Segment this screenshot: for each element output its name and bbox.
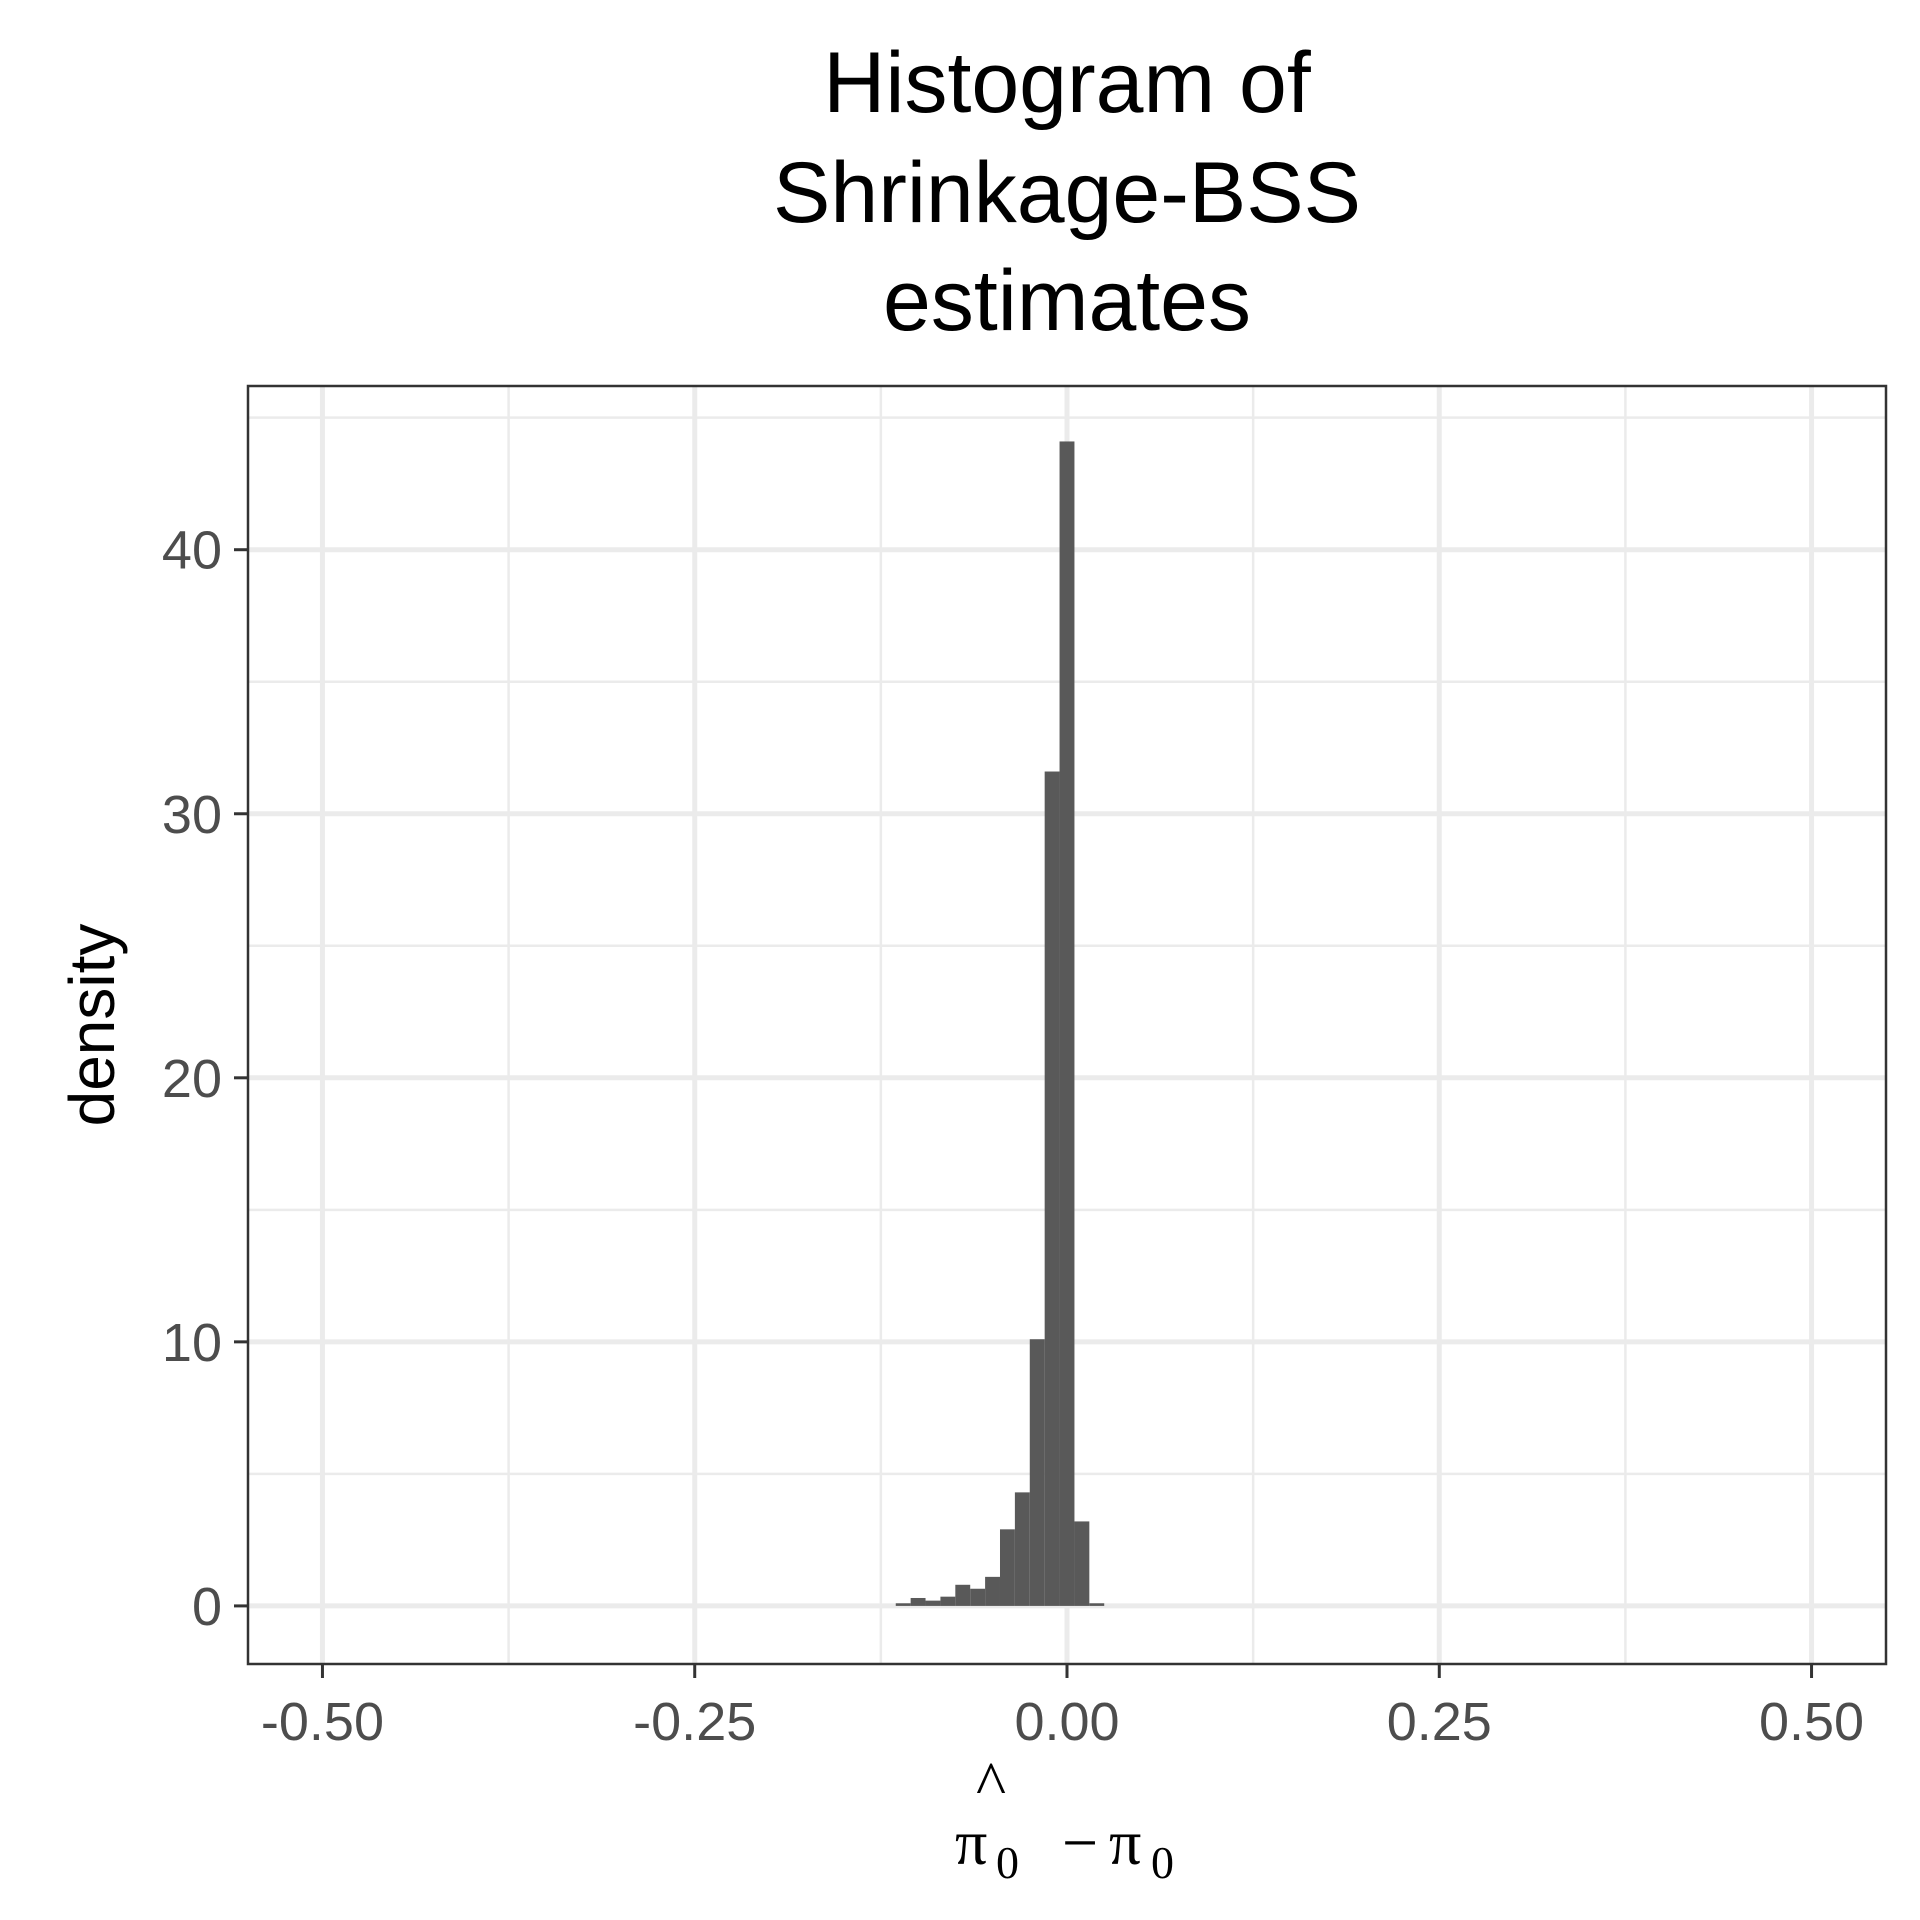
x-label-symbol: π [955, 1807, 987, 1878]
histogram-bar [940, 1596, 956, 1606]
x-tick-label: 0.50 [1759, 1692, 1864, 1752]
x-label-symbol: π [1109, 1807, 1141, 1878]
x-label-subscript: 0 [996, 1837, 1019, 1888]
histogram-bar [895, 1603, 911, 1606]
histogram-bar [970, 1588, 986, 1606]
x-tick-label: -0.50 [261, 1692, 384, 1752]
y-tick-label: 0 [192, 1577, 222, 1637]
x-axis: -0.50 -0.25 0.00 0.25 0.50 [261, 1664, 1864, 1752]
chart-title-line: Shrinkage-BSS [773, 145, 1361, 241]
chart-title: Histogram of Shrinkage-BSS estimates [773, 35, 1361, 349]
x-tick-label: 0.25 [1387, 1692, 1492, 1752]
x-label-hat: ^ [976, 1748, 1006, 1819]
histogram-bar [1059, 441, 1075, 1606]
histogram-bar [1089, 1603, 1105, 1606]
histogram-bar [999, 1529, 1015, 1606]
histogram-bar [1044, 771, 1060, 1606]
histogram-bar [1029, 1339, 1045, 1606]
histogram-bar [925, 1600, 941, 1606]
x-tick-label: 0.00 [1014, 1692, 1119, 1752]
y-tick-label: 40 [162, 521, 222, 581]
chart-title-line: Histogram of [823, 35, 1312, 131]
y-tick-label: 10 [162, 1313, 222, 1373]
histogram-bar [1074, 1521, 1090, 1606]
histogram-bar [910, 1597, 926, 1606]
histogram-bar [1014, 1492, 1030, 1606]
y-tick-label: 20 [162, 1049, 222, 1109]
histogram-bar [985, 1576, 1000, 1606]
histogram-bars [895, 441, 1105, 1606]
x-label-operator: − [1062, 1807, 1098, 1878]
x-label-subscript: 0 [1151, 1837, 1174, 1888]
chart-title-line: estimates [883, 253, 1251, 349]
x-axis-label: ^π 0− π 0 [955, 1748, 1174, 1888]
histogram-bar [955, 1584, 971, 1606]
y-tick-label: 30 [162, 785, 222, 845]
y-axis-label: density [56, 924, 128, 1127]
x-tick-label: -0.25 [633, 1692, 756, 1752]
y-axis: 0 10 20 30 40 [162, 521, 248, 1637]
